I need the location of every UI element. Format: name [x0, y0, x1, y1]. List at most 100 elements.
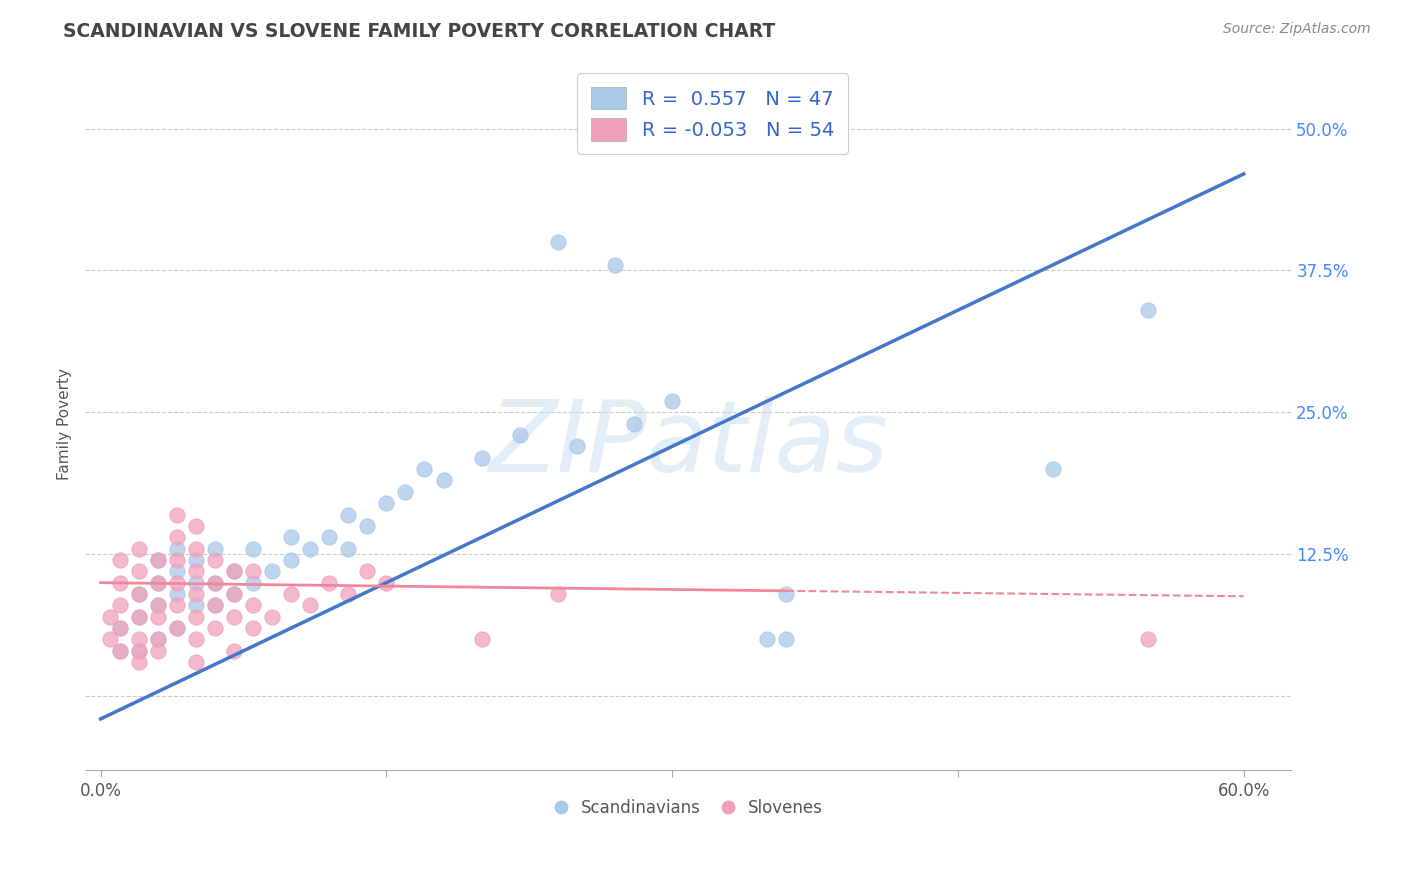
- Point: [128, 609, 150, 624]
- Point: [222, 564, 245, 578]
- Point: [184, 541, 207, 556]
- Point: [108, 644, 131, 658]
- Point: [222, 564, 245, 578]
- Point: [471, 632, 494, 647]
- Point: [108, 599, 131, 613]
- Point: [108, 553, 131, 567]
- Point: [146, 575, 169, 590]
- Point: [128, 564, 150, 578]
- Point: [128, 644, 150, 658]
- Point: [146, 553, 169, 567]
- Point: [547, 587, 569, 601]
- Point: [375, 575, 398, 590]
- Point: [242, 599, 264, 613]
- Point: [432, 474, 454, 488]
- Point: [565, 439, 588, 453]
- Point: [242, 564, 264, 578]
- Text: SCANDINAVIAN VS SLOVENE FAMILY POVERTY CORRELATION CHART: SCANDINAVIAN VS SLOVENE FAMILY POVERTY C…: [63, 22, 776, 41]
- Point: [204, 599, 226, 613]
- Point: [108, 644, 131, 658]
- Point: [166, 508, 188, 522]
- Point: [184, 564, 207, 578]
- Point: [222, 587, 245, 601]
- Point: [146, 632, 169, 647]
- Point: [184, 519, 207, 533]
- Point: [184, 609, 207, 624]
- Point: [471, 450, 494, 465]
- Point: [98, 632, 121, 647]
- Point: [337, 541, 360, 556]
- Point: [204, 541, 226, 556]
- Point: [337, 587, 360, 601]
- Point: [166, 599, 188, 613]
- Point: [775, 632, 797, 647]
- Point: [184, 655, 207, 669]
- Point: [166, 530, 188, 544]
- Point: [337, 508, 360, 522]
- Point: [108, 621, 131, 635]
- Point: [184, 599, 207, 613]
- Point: [166, 541, 188, 556]
- Point: [204, 599, 226, 613]
- Point: [318, 530, 340, 544]
- Point: [184, 575, 207, 590]
- Point: [146, 599, 169, 613]
- Point: [146, 553, 169, 567]
- Point: [318, 575, 340, 590]
- Point: [146, 575, 169, 590]
- Text: ZIPatlas: ZIPatlas: [488, 396, 889, 493]
- Point: [242, 575, 264, 590]
- Point: [128, 587, 150, 601]
- Point: [299, 599, 322, 613]
- Point: [1042, 462, 1064, 476]
- Point: [413, 462, 436, 476]
- Point: [128, 644, 150, 658]
- Point: [262, 564, 284, 578]
- Point: [756, 632, 779, 647]
- Point: [166, 621, 188, 635]
- Point: [128, 632, 150, 647]
- Point: [242, 621, 264, 635]
- Point: [299, 541, 322, 556]
- Point: [184, 632, 207, 647]
- Point: [603, 258, 626, 272]
- Point: [547, 235, 569, 249]
- Point: [242, 541, 264, 556]
- Point: [98, 609, 121, 624]
- Point: [108, 621, 131, 635]
- Point: [356, 564, 378, 578]
- Point: [146, 632, 169, 647]
- Point: [509, 428, 531, 442]
- Point: [204, 575, 226, 590]
- Point: [204, 553, 226, 567]
- Point: [146, 609, 169, 624]
- Point: [661, 394, 683, 409]
- Point: [128, 587, 150, 601]
- Point: [166, 621, 188, 635]
- Point: [222, 587, 245, 601]
- Point: [204, 575, 226, 590]
- Point: [146, 599, 169, 613]
- Point: [280, 530, 302, 544]
- Point: [204, 621, 226, 635]
- Point: [280, 553, 302, 567]
- Point: [222, 609, 245, 624]
- Point: [184, 587, 207, 601]
- Point: [166, 587, 188, 601]
- Point: [128, 541, 150, 556]
- Text: Source: ZipAtlas.com: Source: ZipAtlas.com: [1223, 22, 1371, 37]
- Point: [375, 496, 398, 510]
- Point: [1137, 303, 1160, 318]
- Point: [262, 609, 284, 624]
- Point: [280, 587, 302, 601]
- Legend: Scandinavians, Slovenes: Scandinavians, Slovenes: [548, 793, 830, 824]
- Point: [166, 564, 188, 578]
- Point: [394, 484, 416, 499]
- Point: [1137, 632, 1160, 647]
- Point: [356, 519, 378, 533]
- Point: [128, 655, 150, 669]
- Point: [222, 644, 245, 658]
- Point: [184, 553, 207, 567]
- Point: [108, 575, 131, 590]
- Point: [623, 417, 645, 431]
